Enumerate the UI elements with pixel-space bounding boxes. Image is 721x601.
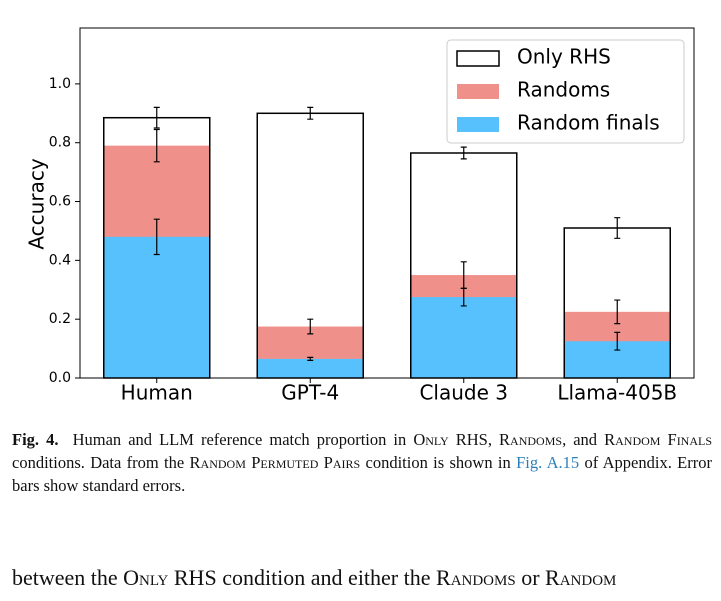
caption: Fig. 4. Human and LLM reference match pr… [12, 428, 712, 497]
axes-frame [79, 27, 695, 379]
legend-swatch [457, 117, 499, 132]
error-bar [153, 218, 160, 256]
caption-text: Random Finals [604, 430, 713, 449]
body-text: Randoms [436, 565, 516, 590]
error-bar [614, 217, 621, 239]
caption-text: Only RHS [413, 430, 488, 449]
chart: Accuracy 0.0 0.2 0.4 0.6 0.8 1.0 Human GPT-4 Cla… [25, 27, 695, 405]
body-text: Random [545, 565, 617, 590]
error-bar [307, 318, 314, 335]
legend-label: Only RHS [517, 45, 611, 69]
y-tick-label: 0.4 [49, 252, 71, 268]
body-text: between the Only RHS condition and eithe… [12, 565, 717, 591]
bar [103, 236, 210, 378]
caption-text: Randoms [499, 430, 563, 449]
y-axis-label: Accuracy [25, 158, 49, 249]
legend-label: Random finals [517, 111, 660, 135]
x-tick-label: Human [121, 381, 193, 405]
caption-text: of Appendix. Error bars show standard er… [12, 453, 712, 495]
bar [410, 297, 517, 378]
caption-text: Random Permuted Pairs [189, 453, 361, 472]
error-bar [614, 299, 621, 325]
body-text: condition and either the [216, 565, 437, 590]
legend-swatch [457, 84, 499, 99]
caption-text: , and [562, 430, 605, 449]
y-tick-label: 1.0 [49, 76, 71, 92]
error-bar [460, 287, 467, 307]
error-bar [614, 331, 621, 351]
error-bar [153, 128, 160, 163]
caption-text: , [487, 430, 500, 449]
y-tick-label: 0.2 [49, 311, 71, 327]
legend-label: Randoms [517, 78, 610, 102]
error-bar [307, 356, 314, 361]
caption-label: Fig. 4. [12, 430, 59, 449]
x-tick-label: GPT-4 [281, 381, 339, 405]
y-tick-label: 0.0 [49, 370, 71, 386]
x-tick-label: Llama-405B [557, 381, 677, 405]
caption-text: Human and LLM reference match proportion… [72, 430, 414, 449]
y-tick-label: 0.6 [49, 194, 71, 210]
legend-swatch [456, 50, 500, 67]
legend-box [446, 39, 685, 144]
error-bar [153, 106, 160, 129]
y-tick-label: 0.8 [49, 135, 71, 151]
body-text: Only RHS [123, 565, 217, 590]
caption-text: condition is shown in [360, 453, 517, 472]
figure-link[interactable]: Fig. A.15 [516, 453, 580, 472]
body-text: or [515, 565, 546, 590]
bar [257, 358, 364, 378]
error-bar [460, 146, 467, 160]
caption-text: conditions. Data from the [12, 453, 190, 472]
x-tick-label: Claude 3 [419, 381, 508, 405]
error-bar [307, 106, 314, 120]
body-text: between the [12, 565, 124, 590]
